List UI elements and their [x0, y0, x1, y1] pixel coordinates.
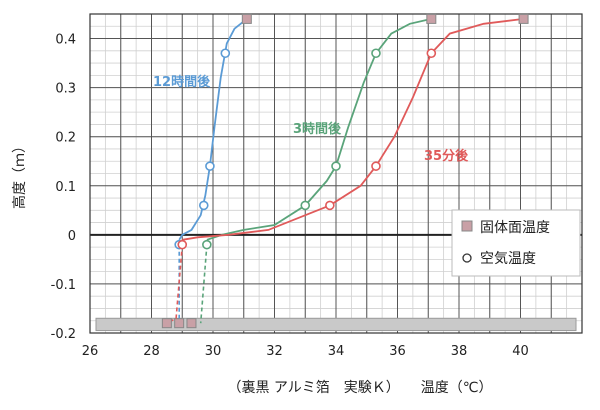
solid-temp-point	[426, 13, 437, 24]
solid-temp-point	[186, 318, 197, 329]
series-annotation: 35分後	[424, 148, 469, 164]
legend-air-marker	[462, 253, 472, 263]
solid-temp-point	[161, 318, 172, 329]
air-temp-point	[220, 48, 231, 59]
series-line-2	[182, 18, 524, 241]
legend-solid-marker	[461, 220, 473, 232]
x-tick-label: 26	[82, 344, 99, 359]
x-tick-label: 38	[451, 344, 468, 359]
x-tick-label: 34	[328, 344, 345, 359]
x-tick-label: 32	[266, 344, 283, 359]
air-temp-point	[300, 200, 311, 211]
y-tick-label: 0.1	[55, 180, 76, 195]
x-tick-label: 40	[512, 344, 529, 359]
air-temp-point	[371, 48, 381, 59]
y-tick-label: 0.3	[55, 82, 76, 97]
x-tick-label: 28	[143, 344, 160, 359]
air-temp-point	[325, 200, 335, 211]
solid-temp-point	[241, 13, 252, 24]
y-tick-label: 0	[68, 229, 76, 244]
legend-box	[451, 209, 581, 277]
air-temp-point	[202, 239, 212, 250]
series-annotation: 12時間後	[153, 74, 211, 90]
ground-band	[95, 317, 577, 332]
x-tick-label: 36	[389, 344, 406, 359]
air-temp-point	[426, 48, 437, 59]
series-dashed-1	[199, 244, 208, 324]
y-tick-label: 0.2	[55, 131, 76, 146]
air-temp-point	[371, 161, 381, 171]
x-axis-label: （裏黒 アルミ箔 実験Ｋ） 温度（℃）	[227, 379, 492, 396]
air-temp-point	[331, 161, 341, 171]
y-axis-label: 高度（ｍ）	[11, 139, 28, 209]
series-annotation: 3時間後	[293, 121, 342, 137]
air-temp-point	[205, 161, 215, 171]
solid-temp-point	[174, 318, 185, 329]
legend-air-label: 空気温度	[480, 251, 536, 267]
plot-frame	[89, 13, 583, 334]
y-tick-label: -0.1	[51, 278, 76, 293]
air-temp-point	[198, 200, 209, 211]
solid-temp-point	[518, 13, 529, 24]
legend-solid-label: 固体面温度	[480, 220, 550, 236]
air-temp-point	[177, 239, 188, 250]
y-tick-label: -0.2	[51, 327, 76, 342]
y-tick-label: 0.4	[55, 33, 76, 48]
x-tick-label: 30	[205, 344, 222, 359]
